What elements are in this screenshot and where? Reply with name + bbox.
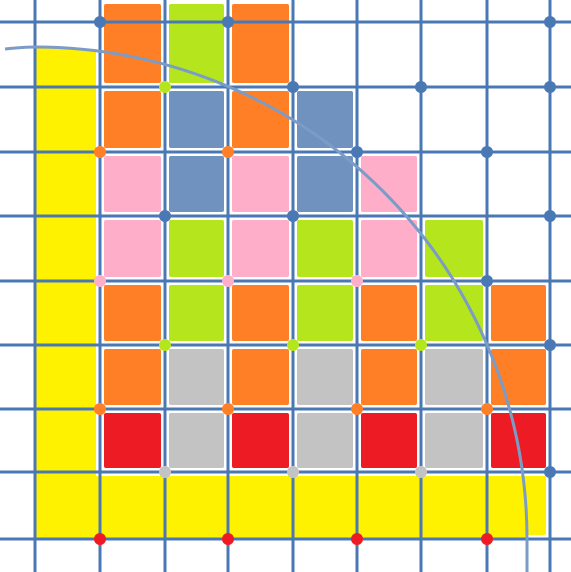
dot-1-8 (544, 81, 556, 93)
tile-4-7 (491, 285, 546, 341)
dot-2-5 (351, 146, 363, 158)
tile-6-6 (425, 413, 483, 468)
tile-5-1 (104, 349, 161, 405)
dot-1-4 (287, 81, 299, 93)
tile-1-4 (297, 91, 353, 148)
tile-6-4 (297, 413, 353, 468)
tile-6-3 (232, 413, 289, 468)
tile-6-5 (361, 413, 417, 468)
dot-0-8 (544, 16, 556, 28)
tile-1-1 (104, 91, 161, 148)
tile-2-5 (361, 156, 417, 212)
dot-4-3 (222, 275, 234, 287)
tile-layer (104, 4, 546, 535)
tile-3-1 (104, 220, 161, 277)
tile-3-4 (297, 220, 353, 277)
dot-6-5 (351, 403, 363, 415)
dot-2-3 (222, 146, 234, 158)
quarter-circle-arc (4, 45, 529, 572)
grid-dots (94, 16, 556, 545)
tile-3-5 (361, 220, 417, 277)
tile-4-6 (425, 285, 483, 341)
dot-8-5 (351, 533, 363, 545)
yellow-left-strip (35, 47, 96, 539)
tile-1-2 (169, 91, 224, 148)
tile-4-1 (104, 285, 161, 341)
tile-3-2 (169, 220, 224, 277)
dot-1-2 (159, 81, 171, 93)
dot-3-8 (544, 210, 556, 222)
tile-2-2 (169, 156, 224, 212)
dot-6-3 (222, 403, 234, 415)
dot-5-4 (287, 339, 299, 351)
dot-5-2 (159, 339, 171, 351)
tile-2-1 (104, 156, 161, 212)
dot-0-3 (222, 16, 234, 28)
dot-4-5 (351, 275, 363, 287)
tile-4-5 (361, 285, 417, 341)
dot-8-7 (481, 533, 493, 545)
dot-8-3 (222, 533, 234, 545)
dot-4-1 (94, 275, 106, 287)
tile-5-2 (169, 349, 224, 405)
dot-7-4 (287, 466, 299, 478)
dot-5-8 (544, 339, 556, 351)
dot-3-2 (159, 210, 171, 222)
tile-5-6 (425, 349, 483, 405)
yellow-bottom-strip (35, 476, 527, 539)
dot-0-1 (94, 16, 106, 28)
dot-7-8 (544, 466, 556, 478)
dot-6-7 (481, 403, 493, 415)
tile-4-3 (232, 285, 289, 341)
tile-6-1 (104, 413, 161, 468)
tile-0-1 (104, 4, 161, 83)
dot-8-1 (94, 533, 106, 545)
dot-6-1 (94, 403, 106, 415)
dot-5-6 (415, 339, 427, 351)
tile-3-6 (425, 220, 483, 277)
dot-7-2 (159, 466, 171, 478)
tile-5-5 (361, 349, 417, 405)
dot-2-1 (94, 146, 106, 158)
tile-5-3 (232, 349, 289, 405)
quarter-circle-arc-path (4, 45, 529, 572)
tile-0-2 (169, 4, 224, 83)
tile-2-3 (232, 156, 289, 212)
tile-4-2 (169, 285, 224, 341)
dot-4-7 (481, 275, 493, 287)
tile-1-3 (232, 91, 289, 148)
dot-2-7 (481, 146, 493, 158)
dot-3-4 (287, 210, 299, 222)
tile-3-3 (232, 220, 289, 277)
dot-1-6 (415, 81, 427, 93)
tile-0-3 (232, 4, 289, 83)
tile-4-4 (297, 285, 353, 341)
tile-6-2 (169, 413, 224, 468)
tile-2-4 (297, 156, 353, 212)
dot-7-6 (415, 466, 427, 478)
tile-5-4 (297, 349, 353, 405)
